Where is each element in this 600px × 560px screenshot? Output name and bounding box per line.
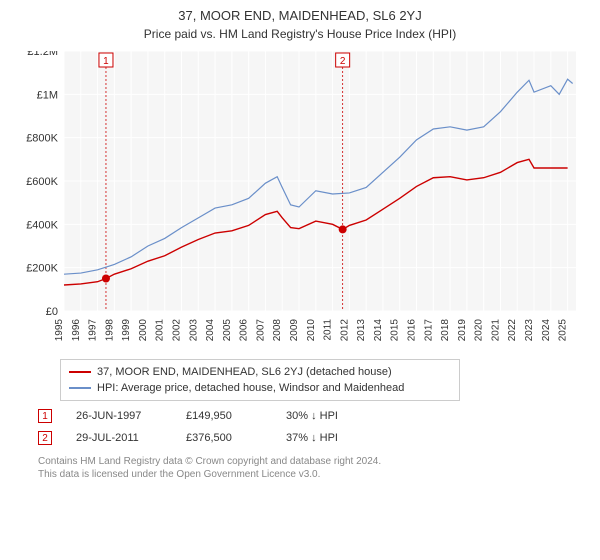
sale-marker-label: 1 bbox=[103, 56, 109, 67]
x-tick-label: 2022 bbox=[507, 319, 518, 342]
legend-item: 37, MOOR END, MAIDENHEAD, SL6 2YJ (detac… bbox=[69, 364, 451, 380]
y-tick-label: £600K bbox=[26, 176, 58, 188]
x-tick-label: 2015 bbox=[390, 319, 401, 342]
footer-line-1: Contains HM Land Registry data © Crown c… bbox=[38, 455, 586, 468]
legend-label: 37, MOOR END, MAIDENHEAD, SL6 2YJ (detac… bbox=[97, 364, 392, 380]
sale-price: £376,500 bbox=[186, 432, 286, 444]
legend-swatch bbox=[69, 371, 91, 373]
y-tick-label: £1.2M bbox=[27, 51, 58, 58]
x-tick-label: 2020 bbox=[474, 319, 485, 342]
x-tick-label: 2019 bbox=[457, 319, 468, 342]
y-tick-label: £1M bbox=[37, 89, 58, 101]
sale-marker-label: 2 bbox=[340, 56, 346, 67]
sale-price: £149,950 bbox=[186, 410, 286, 422]
x-tick-label: 2004 bbox=[205, 319, 216, 342]
x-tick-label: 2003 bbox=[188, 319, 199, 342]
page-title: 37, MOOR END, MAIDENHEAD, SL6 2YJ bbox=[14, 8, 586, 23]
sale-badge: 2 bbox=[38, 431, 52, 445]
sale-row: 2 29-JUL-2011£376,50037% ↓ HPI bbox=[38, 427, 586, 449]
x-tick-label: 1998 bbox=[104, 319, 115, 342]
sale-date: 26-JUN-1997 bbox=[76, 410, 186, 422]
footer-line-2: This data is licensed under the Open Gov… bbox=[38, 468, 586, 481]
x-tick-label: 1996 bbox=[71, 319, 82, 342]
x-tick-label: 2001 bbox=[155, 319, 166, 342]
x-tick-label: 2007 bbox=[255, 319, 266, 342]
chart-svg: £0 £200K £400K £600K £800K £1M £1.2M 1995 1996 19… bbox=[14, 51, 586, 351]
x-tick-label: 2025 bbox=[558, 319, 569, 342]
sale-date: 29-JUL-2011 bbox=[76, 432, 186, 444]
x-tick-label: 2008 bbox=[272, 319, 283, 342]
x-tick-label: 2006 bbox=[239, 319, 250, 342]
sale-row: 1 26-JUN-1997£149,95030% ↓ HPI bbox=[38, 405, 586, 427]
x-tick-label: 2024 bbox=[541, 319, 552, 342]
x-tick-label: 1999 bbox=[121, 319, 132, 342]
x-tick-label: 2010 bbox=[306, 319, 317, 342]
y-tick-label: £200K bbox=[26, 263, 58, 275]
x-tick-label: 2018 bbox=[440, 319, 451, 342]
x-tick-label: 2000 bbox=[138, 319, 149, 342]
x-tick-label: 2023 bbox=[524, 319, 535, 342]
x-tick-label: 2009 bbox=[289, 319, 300, 342]
footer-attribution: Contains HM Land Registry data © Crown c… bbox=[38, 455, 586, 481]
x-tick-label: 2005 bbox=[222, 319, 233, 342]
sale-badge: 1 bbox=[38, 409, 52, 423]
y-tick-label: £0 bbox=[46, 306, 58, 318]
y-tick-label: £800K bbox=[26, 133, 58, 145]
price-chart: £0 £200K £400K £600K £800K £1M £1.2M 1995 1996 19… bbox=[14, 51, 586, 351]
x-tick-label: 2017 bbox=[423, 319, 434, 342]
legend-item: HPI: Average price, detached house, Wind… bbox=[69, 380, 451, 396]
legend: 37, MOOR END, MAIDENHEAD, SL6 2YJ (detac… bbox=[60, 359, 460, 401]
x-tick-label: 2014 bbox=[373, 319, 384, 342]
sale-delta: 37% ↓ HPI bbox=[286, 432, 406, 444]
x-tick-label: 2012 bbox=[339, 319, 350, 342]
legend-swatch bbox=[69, 387, 91, 389]
x-tick-label: 1997 bbox=[88, 319, 99, 342]
x-tick-label: 2021 bbox=[490, 319, 501, 342]
x-tick-label: 2013 bbox=[356, 319, 367, 342]
x-tick-label: 2016 bbox=[407, 319, 418, 342]
sale-delta: 30% ↓ HPI bbox=[286, 410, 406, 422]
x-tick-label: 2002 bbox=[172, 319, 183, 342]
y-tick-label: £400K bbox=[26, 219, 58, 231]
sale-records: 1 26-JUN-1997£149,95030% ↓ HPI 2 29-JUL-201… bbox=[38, 405, 586, 449]
x-tick-label: 1995 bbox=[54, 319, 65, 342]
x-tick-label: 2011 bbox=[323, 319, 334, 341]
legend-label: HPI: Average price, detached house, Wind… bbox=[97, 380, 404, 396]
chart-subtitle: Price paid vs. HM Land Registry's House … bbox=[14, 27, 586, 41]
